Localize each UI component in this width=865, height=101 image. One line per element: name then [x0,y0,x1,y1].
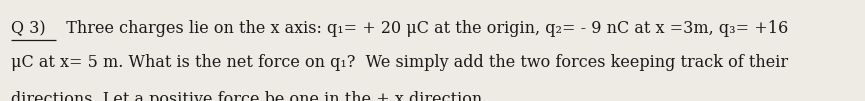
Text: directions. Let a positive force be one in the + x direction.: directions. Let a positive force be one … [11,91,488,101]
Text: Q 3): Q 3) [11,20,46,37]
Text: μC at x= 5 m. What is the net force on q₁?  We simply add the two forces keeping: μC at x= 5 m. What is the net force on q… [11,54,788,70]
Text: Three charges lie on the x axis: q₁= + 20 μC at the origin, q₂= - 9 nC at x =3m,: Three charges lie on the x axis: q₁= + 2… [56,20,788,37]
